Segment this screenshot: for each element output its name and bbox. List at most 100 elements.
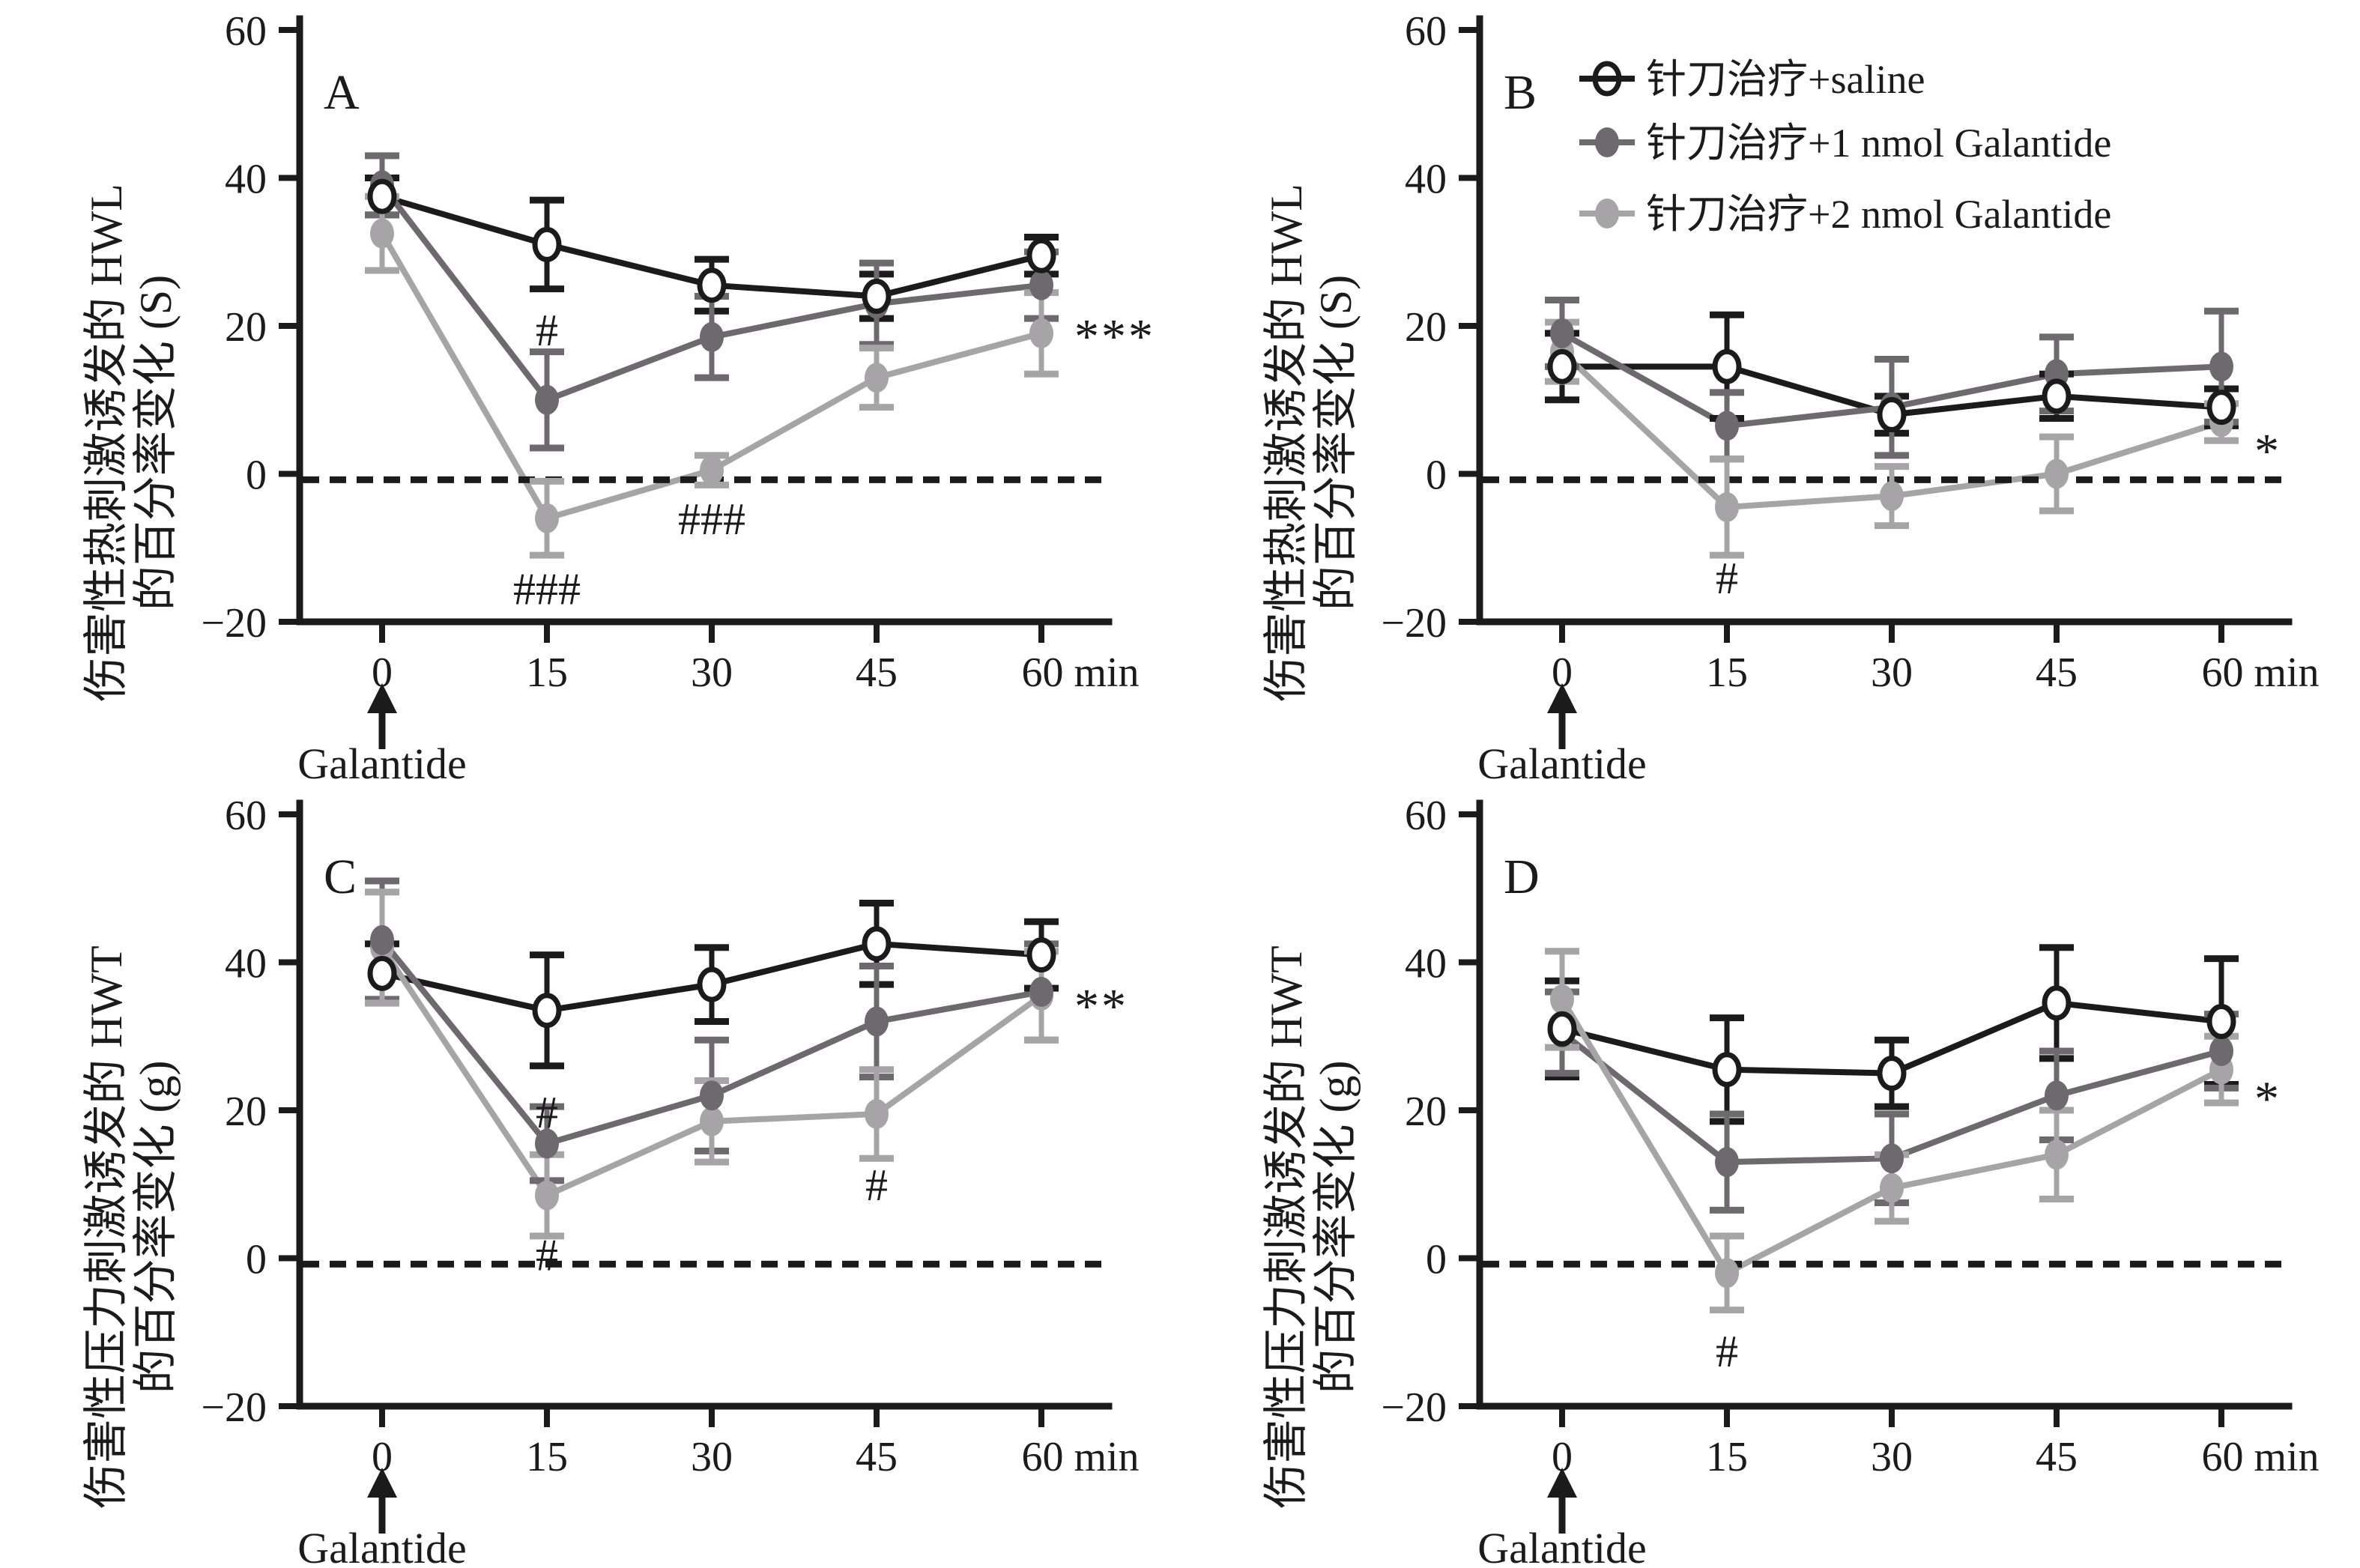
x-tick-label: 30 — [1871, 650, 1913, 696]
marker-filled-circle — [1595, 127, 1619, 157]
marker-filled-circle — [2045, 1139, 2069, 1170]
y-tick-label: 40 — [1405, 941, 1447, 987]
marker-filled-circle — [1715, 491, 1739, 522]
y-tick-label: 60 — [1405, 793, 1447, 839]
x-tick-label: 15 — [526, 650, 568, 696]
x-tick-label: 15 — [1706, 1434, 1748, 1480]
y-tick-label: −20 — [201, 600, 267, 647]
marker-open-circle — [2206, 390, 2236, 426]
x-tick-label: 60 min — [1021, 1434, 1139, 1480]
marker-open-circle — [1026, 937, 1056, 973]
marker-filled-circle — [2045, 1080, 2069, 1111]
marker-open-circle — [2042, 985, 2072, 1021]
marker-open-circle — [1712, 1052, 1742, 1088]
x-tick-label: 45 — [2036, 650, 2078, 696]
marker-open-circle — [2206, 1004, 2236, 1039]
legend-label: 针刀治疗+2 nmol Galantide — [1646, 192, 2111, 237]
marker-open-circle — [1547, 1011, 1577, 1047]
marker-filled-circle — [1029, 318, 1053, 348]
y-tick-label: −20 — [201, 1384, 267, 1431]
marker-filled-circle — [700, 321, 724, 352]
x-tick-label: 45 — [2036, 1434, 2078, 1480]
significance-annotation: ### — [513, 565, 581, 614]
marker-open-circle — [367, 178, 397, 214]
galantide-arrow-head — [1547, 1468, 1577, 1498]
panel-d-galantide-label: Galantide — [1477, 1524, 1647, 1568]
y-tick-label: −20 — [1381, 1384, 1447, 1431]
y-tick-label: 20 — [1405, 1089, 1447, 1135]
y-tick-label: 20 — [225, 1089, 267, 1135]
significance-annotation: # — [536, 1088, 558, 1137]
panel-b-ylabel-line2: 的百分率变化 (S) — [1311, 274, 1361, 611]
marker-open-circle — [697, 267, 727, 303]
panel-a-galantide-label: Galantide — [297, 739, 467, 788]
x-tick-label: 15 — [526, 1434, 568, 1480]
y-tick-label: 60 — [225, 793, 267, 839]
marker-filled-circle — [535, 1180, 559, 1211]
panel-a-ylabel-line2: 的百分率变化 (S) — [131, 274, 181, 611]
galantide-arrow-head — [367, 1468, 397, 1498]
marker-open-circle — [1877, 397, 1907, 432]
y-tick-label: −20 — [1381, 600, 1447, 647]
marker-open-circle — [1877, 1056, 1907, 1092]
y-tick-label: 0 — [246, 452, 267, 499]
x-tick-label: 60 min — [2201, 650, 2319, 696]
marker-filled-circle — [535, 503, 559, 533]
significance-annotation: # — [536, 306, 558, 355]
marker-filled-circle — [700, 1080, 724, 1111]
marker-filled-circle — [1715, 1147, 1739, 1178]
marker-open-circle — [1547, 348, 1577, 384]
significance-annotation: # — [536, 1231, 558, 1280]
panel-d-letter: D — [1504, 850, 1540, 904]
x-tick-label: 30 — [1871, 1434, 1913, 1480]
panel-c-galantide-label: Galantide — [297, 1524, 467, 1568]
marker-filled-circle — [1550, 318, 1574, 348]
marker-open-circle — [862, 926, 892, 962]
y-tick-label: 20 — [1405, 304, 1447, 351]
galantide-arrow-head — [367, 683, 397, 713]
x-tick-label: 45 — [856, 1434, 898, 1480]
marker-filled-circle — [1715, 411, 1739, 441]
panel-a-ylabel-line1: 伤害性热刺激诱发的 HWL — [82, 184, 131, 702]
y-tick-label: 40 — [1405, 157, 1447, 203]
marker-filled-circle — [535, 384, 559, 415]
panel-b-galantide-label: Galantide — [1477, 739, 1647, 788]
marker-open-circle — [1712, 348, 1742, 384]
galantide-arrow-head — [1547, 683, 1577, 713]
marker-open-circle — [532, 226, 562, 262]
y-tick-label: 40 — [225, 941, 267, 987]
y-tick-label: 60 — [1405, 8, 1447, 55]
marker-filled-circle — [700, 455, 724, 485]
marker-filled-circle — [1715, 1258, 1739, 1289]
marker-filled-circle — [1880, 1172, 1904, 1203]
marker-filled-circle — [535, 1128, 559, 1159]
marker-filled-circle — [1595, 199, 1619, 228]
marker-open-circle — [2042, 378, 2072, 414]
panel-a-letter: A — [324, 65, 360, 120]
x-tick-label: 60 min — [2201, 1434, 2319, 1480]
marker-open-circle — [367, 955, 397, 991]
marker-filled-circle — [865, 363, 889, 393]
marker-open-circle — [697, 966, 727, 1002]
y-tick-label: 0 — [1426, 452, 1447, 499]
y-tick-label: 20 — [225, 304, 267, 351]
panel-d-ylabel-line2: 的百分率变化 (g) — [1311, 1060, 1361, 1394]
marker-filled-circle — [2045, 458, 2069, 489]
marker-open-circle — [862, 279, 892, 314]
significance-annotation: *** — [1074, 309, 1155, 364]
marker-filled-circle — [370, 218, 394, 249]
panel-b-ylabel-line1: 伤害性热刺激诱发的 HWL — [1262, 184, 1311, 702]
marker-open-circle — [532, 993, 562, 1029]
significance-annotation: * — [2254, 1072, 2281, 1127]
significance-annotation: ### — [678, 494, 745, 544]
marker-filled-circle — [700, 1106, 724, 1136]
significance-annotation: # — [1716, 1327, 1738, 1376]
marker-filled-circle — [865, 1006, 889, 1037]
x-tick-label: 30 — [691, 1434, 733, 1480]
marker-filled-circle — [1880, 1143, 1904, 1174]
